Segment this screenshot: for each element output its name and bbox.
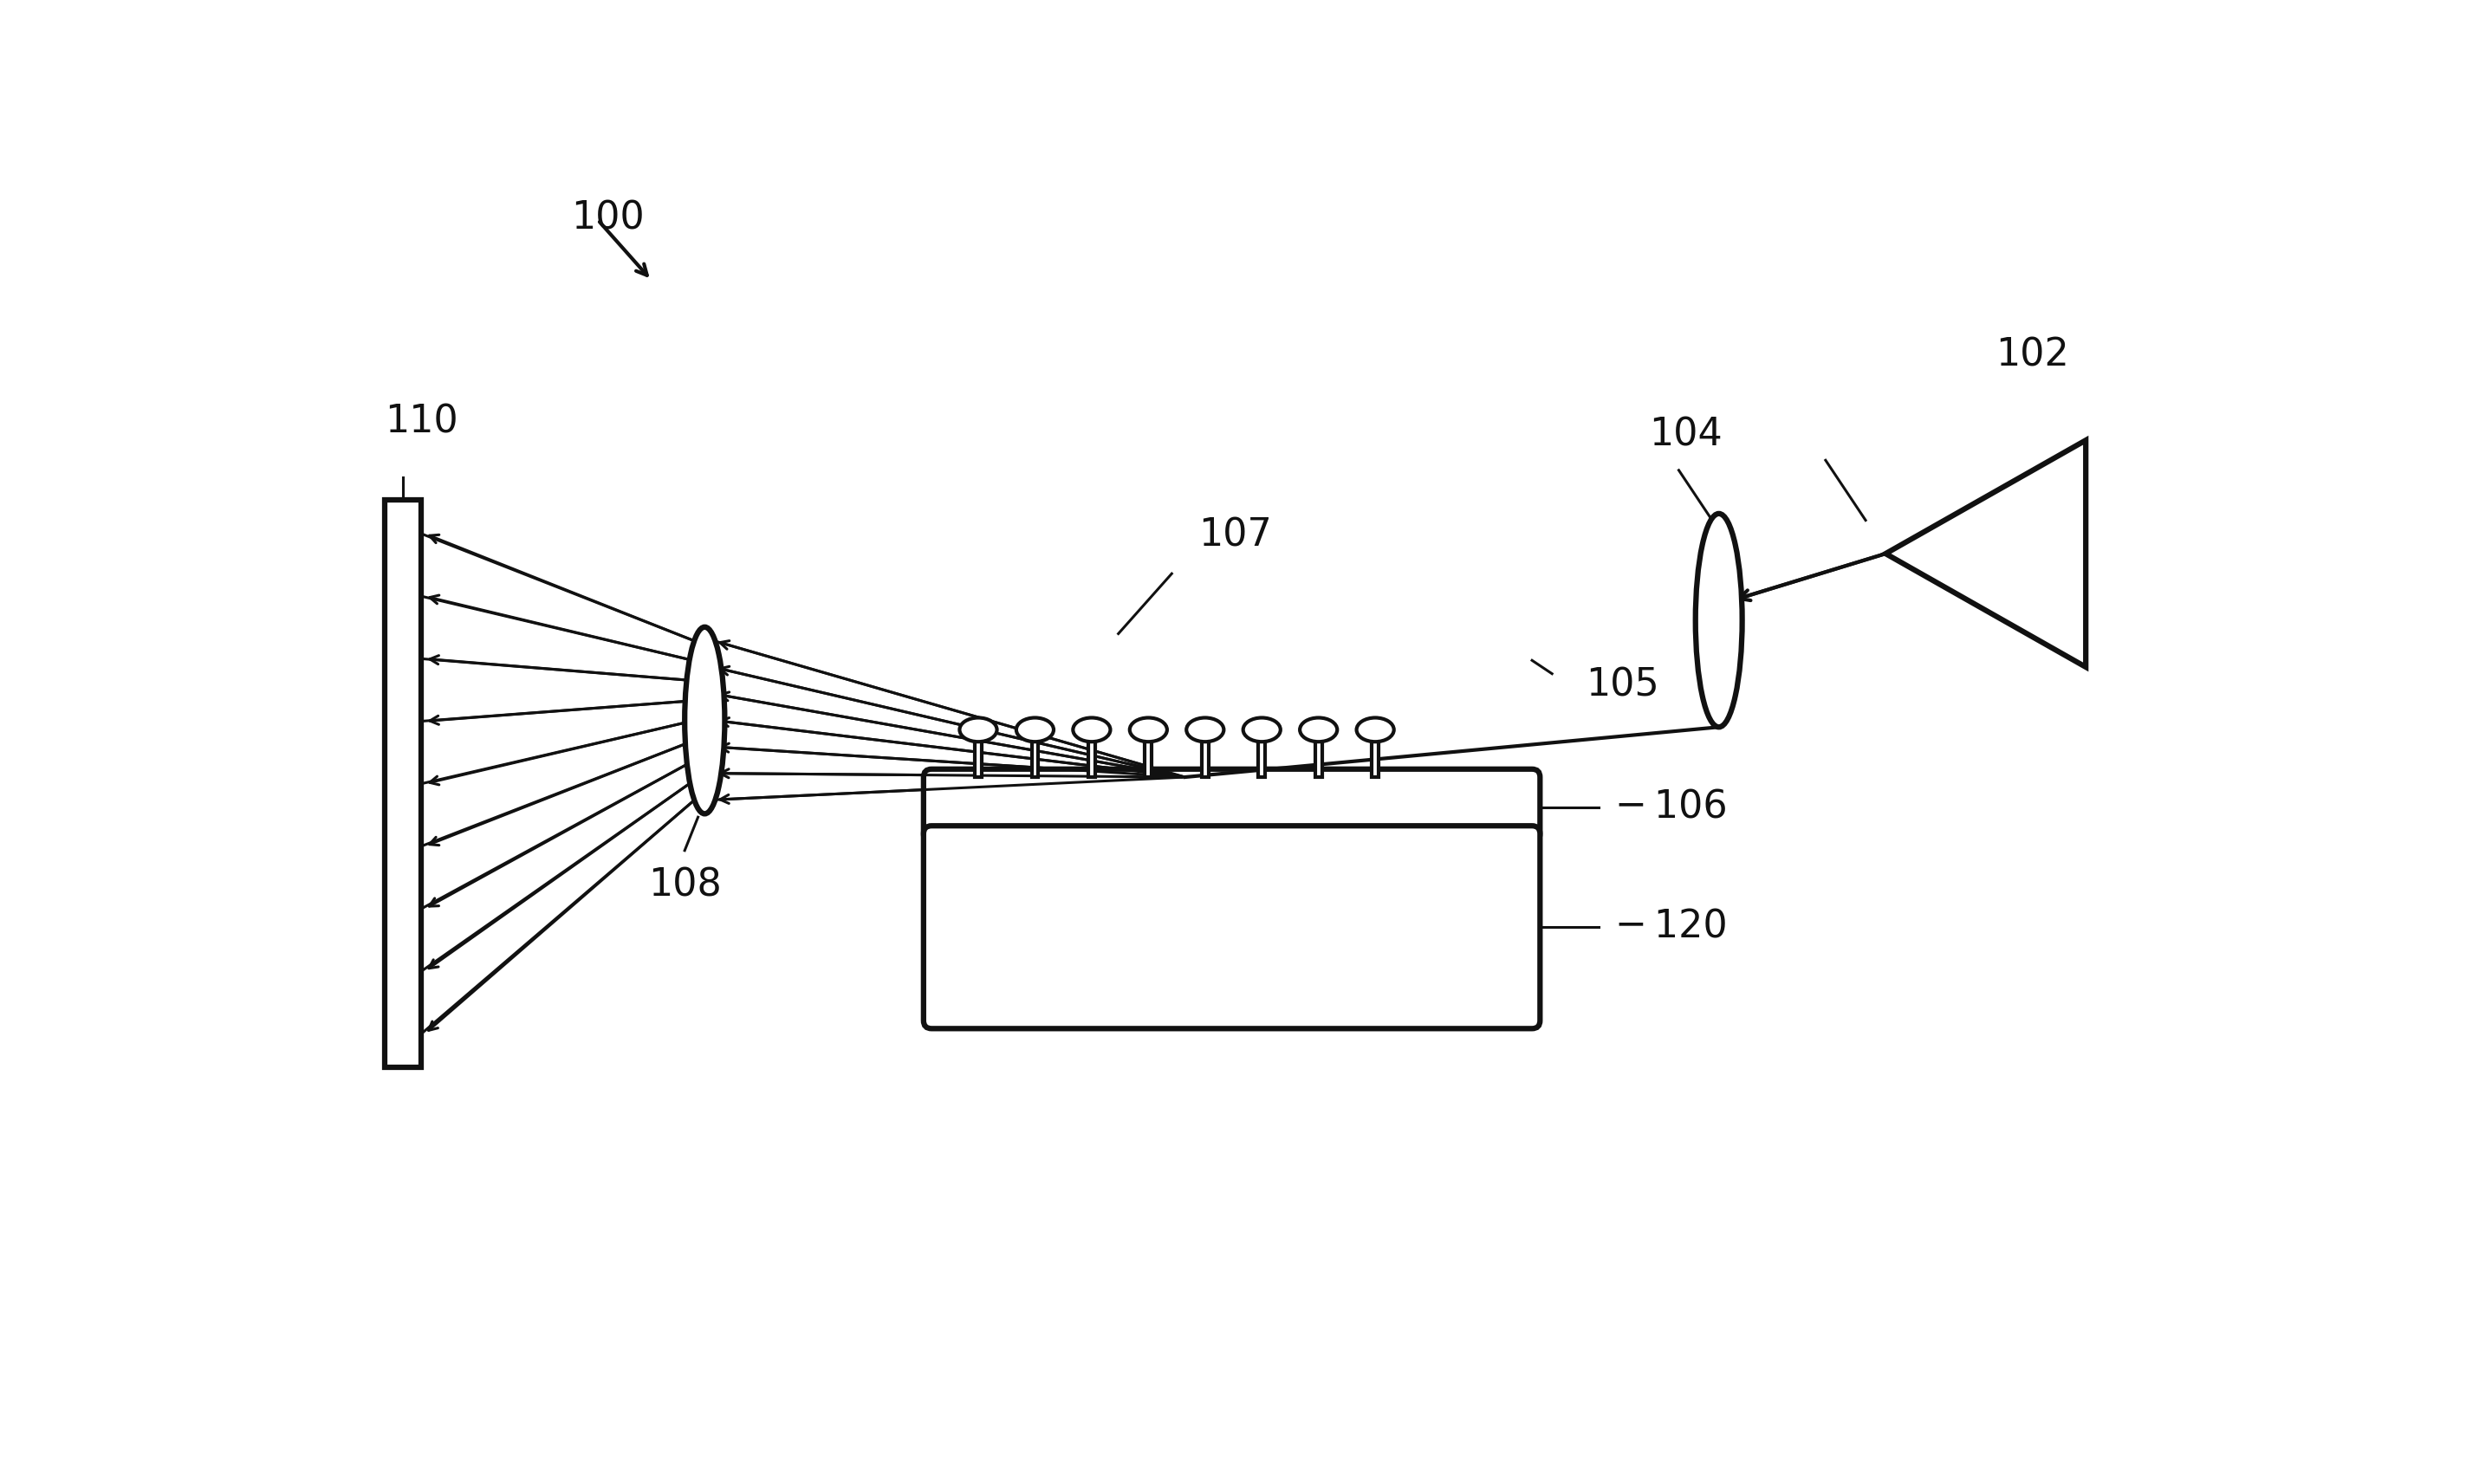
Bar xyxy=(384,500,421,1067)
Polygon shape xyxy=(1886,441,2086,666)
Ellipse shape xyxy=(1244,718,1281,742)
Bar xyxy=(1032,736,1039,778)
Ellipse shape xyxy=(959,718,997,742)
Text: ─ 120: ─ 120 xyxy=(1620,908,1727,945)
Ellipse shape xyxy=(1356,718,1393,742)
Bar xyxy=(1144,736,1151,778)
Ellipse shape xyxy=(685,628,725,813)
Text: 107: 107 xyxy=(1199,516,1271,554)
Ellipse shape xyxy=(1301,718,1338,742)
Bar xyxy=(1316,736,1321,778)
Bar xyxy=(1089,736,1094,778)
Ellipse shape xyxy=(1186,718,1224,742)
Ellipse shape xyxy=(1017,718,1054,742)
Text: 110: 110 xyxy=(384,404,459,441)
Text: 104: 104 xyxy=(1650,417,1722,454)
Bar xyxy=(1373,736,1378,778)
FancyBboxPatch shape xyxy=(925,769,1540,841)
Ellipse shape xyxy=(1074,718,1111,742)
Bar xyxy=(1201,736,1209,778)
Ellipse shape xyxy=(1129,718,1166,742)
Bar xyxy=(1258,736,1266,778)
FancyBboxPatch shape xyxy=(925,825,1540,1028)
Text: ─ 106: ─ 106 xyxy=(1620,788,1727,825)
Text: 108: 108 xyxy=(648,867,720,904)
Text: 100: 100 xyxy=(571,200,645,237)
Text: 102: 102 xyxy=(1996,337,2068,374)
Bar xyxy=(974,736,982,778)
Text: 105: 105 xyxy=(1585,666,1660,705)
Ellipse shape xyxy=(1695,513,1742,727)
